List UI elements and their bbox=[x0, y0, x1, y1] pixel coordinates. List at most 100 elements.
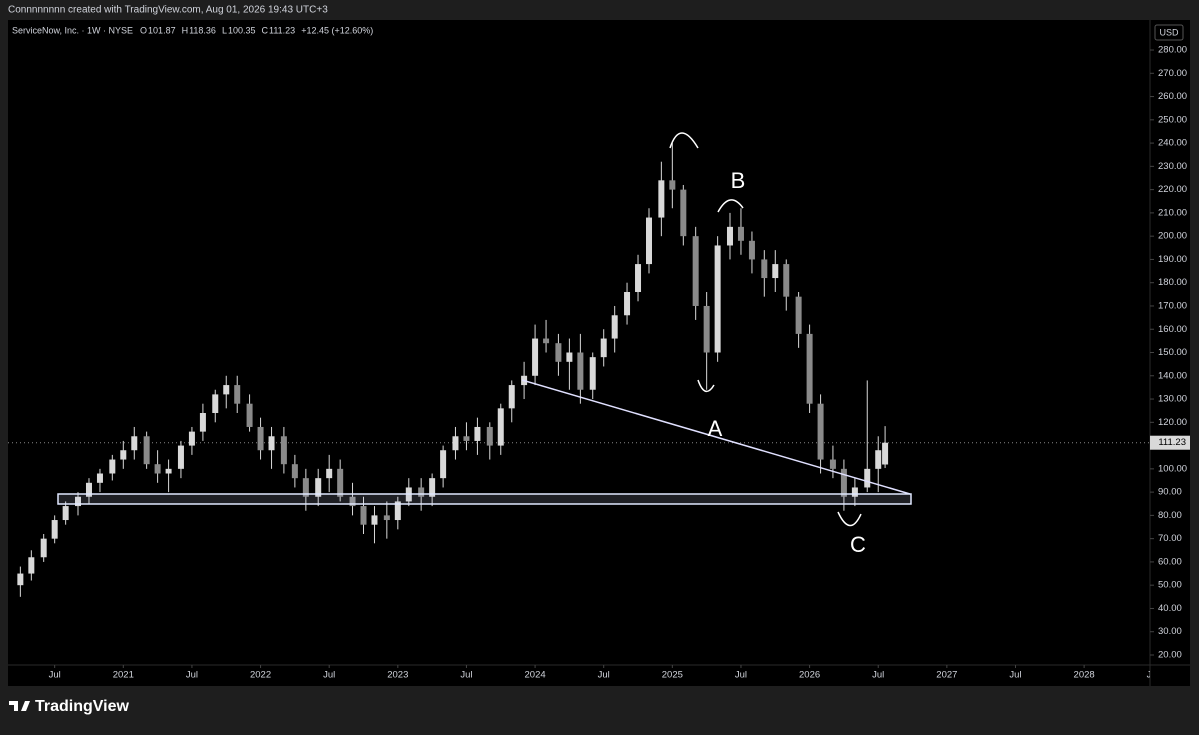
candle-body bbox=[109, 459, 116, 474]
candle-body bbox=[611, 315, 618, 339]
y-tick-label: 280.00 bbox=[1158, 45, 1187, 56]
chart-area bbox=[8, 20, 1190, 686]
y-tick-label: 150.00 bbox=[1158, 347, 1187, 358]
candle-body bbox=[223, 385, 230, 395]
candle-body bbox=[62, 506, 69, 521]
x-tick-label: Jul bbox=[186, 670, 198, 681]
logo: TradingView bbox=[9, 698, 130, 715]
candle-body bbox=[829, 459, 836, 469]
candle-body bbox=[349, 496, 356, 507]
candle-body bbox=[302, 478, 309, 497]
y-tick-label: 20.00 bbox=[1158, 650, 1182, 661]
arc bbox=[837, 511, 862, 527]
x-tick-label: 2027 bbox=[936, 670, 957, 681]
x-tick-label: Jul bbox=[49, 670, 61, 681]
y-tick-label: 190.00 bbox=[1158, 254, 1187, 265]
candle-body bbox=[497, 408, 504, 446]
y-tick-label: 210.00 bbox=[1158, 207, 1187, 218]
candle-body bbox=[131, 436, 138, 451]
ohlc-value: 101.87 bbox=[148, 25, 176, 35]
candle-body bbox=[199, 413, 206, 432]
arc bbox=[717, 199, 744, 213]
y-tick-label: 120.00 bbox=[1158, 417, 1187, 428]
candle-body bbox=[635, 264, 642, 293]
candle-body bbox=[882, 442, 889, 465]
x-tick-label: Jul bbox=[735, 670, 747, 681]
y-tick-label: 130.00 bbox=[1158, 394, 1187, 405]
candle-body bbox=[589, 357, 596, 390]
candle-body bbox=[177, 445, 184, 469]
candle-body bbox=[315, 478, 322, 497]
candle-body bbox=[268, 436, 275, 451]
ohlc-value: 118.36 bbox=[189, 25, 216, 35]
candle-body bbox=[337, 468, 344, 497]
candle-body bbox=[624, 292, 631, 316]
candle-body bbox=[737, 226, 744, 241]
x-tick-label: 2028 bbox=[1074, 670, 1095, 681]
candle-body bbox=[566, 352, 573, 362]
candle-body bbox=[474, 426, 481, 441]
y-tick-label: 60.00 bbox=[1158, 556, 1182, 567]
candle-body bbox=[360, 506, 367, 525]
candle-body bbox=[532, 338, 539, 376]
candle-body bbox=[234, 385, 241, 404]
candle-body bbox=[714, 245, 721, 353]
y-tick-label: 230.00 bbox=[1158, 161, 1187, 172]
last-price-label: 111.23 bbox=[1158, 437, 1186, 448]
y-tick-label: 70.00 bbox=[1158, 533, 1182, 544]
candle-body bbox=[555, 343, 562, 362]
candle-body bbox=[817, 403, 824, 460]
brand: TradingView bbox=[35, 698, 130, 715]
ohlc-value: 111.23 bbox=[269, 25, 295, 35]
candle-body bbox=[85, 482, 92, 497]
candle-body bbox=[761, 259, 768, 279]
y-tick-label: 170.00 bbox=[1158, 300, 1187, 311]
candle-body bbox=[383, 515, 390, 521]
candle-body bbox=[120, 450, 127, 460]
candle-body bbox=[600, 338, 607, 358]
x-tick-label: 2024 bbox=[525, 670, 546, 681]
candle-body bbox=[188, 431, 195, 446]
y-tick-label: 220.00 bbox=[1158, 184, 1187, 195]
candle-body bbox=[154, 464, 161, 474]
candle-body bbox=[371, 515, 378, 525]
candle-body bbox=[452, 436, 459, 451]
logo-mark bbox=[9, 701, 30, 711]
candle-body bbox=[246, 403, 253, 427]
last-price-box bbox=[1150, 435, 1190, 450]
y-tick-label: 240.00 bbox=[1158, 138, 1187, 149]
currency-box bbox=[1154, 24, 1184, 41]
x-tick-label: Jul bbox=[323, 670, 335, 681]
y-tick-label: 40.00 bbox=[1158, 603, 1182, 614]
candle-body bbox=[851, 487, 858, 497]
candle-body bbox=[543, 338, 550, 344]
candle-body bbox=[703, 305, 710, 353]
candle-body bbox=[806, 333, 813, 404]
x-tick-label: Jul bbox=[460, 670, 472, 681]
candle-body bbox=[212, 394, 219, 414]
candle-body bbox=[28, 557, 35, 574]
y-tick-label: 160.00 bbox=[1158, 324, 1187, 335]
candle-body bbox=[418, 487, 425, 497]
candle-body bbox=[40, 538, 47, 558]
candle-body bbox=[840, 468, 847, 497]
candle-body bbox=[486, 426, 493, 446]
x-tick-label: 2021 bbox=[113, 670, 134, 681]
candle-body bbox=[326, 468, 333, 479]
candle-body bbox=[864, 468, 871, 488]
x-tick-label: Jul bbox=[872, 670, 884, 681]
y-tick-label: 260.00 bbox=[1158, 91, 1187, 102]
ohlc-key: L bbox=[222, 25, 227, 35]
candle-body bbox=[463, 436, 470, 441]
ohlc-key: C bbox=[261, 25, 268, 35]
candle-body bbox=[143, 436, 150, 465]
candle-body bbox=[726, 226, 733, 246]
y-tick-label: 200.00 bbox=[1158, 231, 1187, 242]
x-tick-label: 2026 bbox=[799, 670, 820, 681]
annotation: C bbox=[850, 532, 866, 557]
candle-body bbox=[748, 240, 755, 260]
x-tick-label: Jul bbox=[598, 670, 610, 681]
support-zone bbox=[57, 493, 912, 505]
candle-body bbox=[394, 501, 401, 521]
candle-body bbox=[280, 436, 287, 465]
